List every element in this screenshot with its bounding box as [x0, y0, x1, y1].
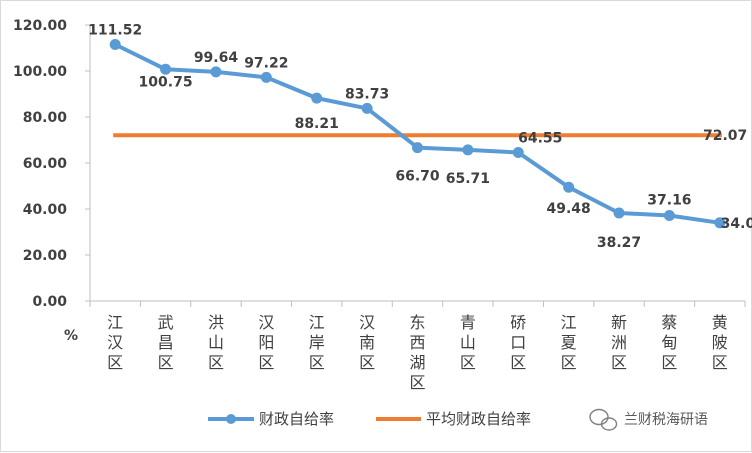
series-point: [512, 147, 524, 159]
series-point: [109, 39, 121, 51]
legend-label-main: 财政自给率: [259, 410, 334, 428]
series-data-label: 34.00: [721, 216, 752, 232]
x-category-label: 青山区: [460, 313, 476, 372]
x-category-label: 蔡甸区: [661, 313, 677, 372]
series-data-label: 66.70: [395, 169, 440, 185]
x-axis-categories: 江汉区 武昌区 洪山区 汉阳区 江岸区 汉南区 东西湖区 青山区 硚口区 江夏区 新洲区 蔡甸区 黄陂区: [89, 301, 746, 392]
y-tick-label: 20.00: [23, 248, 68, 264]
x-category-label: 江夏区: [561, 313, 577, 372]
y-tick-label: 60.00: [23, 156, 68, 172]
y-tick-label: 80.00: [23, 110, 68, 126]
watermark: 兰财税海研语: [589, 408, 708, 431]
series-point: [361, 102, 373, 114]
series-point: [311, 92, 323, 104]
series-data-label: 65.71: [446, 171, 490, 187]
y-tick-label: 0.00: [32, 294, 67, 310]
series-point: [462, 144, 474, 156]
x-category-label: 洪山区: [208, 313, 224, 372]
series-data-label: 83.73: [345, 86, 389, 102]
series-data-label: 111.52: [88, 23, 142, 39]
series-point: [613, 207, 625, 219]
y-tick-label: 120.00: [13, 18, 67, 34]
x-category-label: 武昌区: [158, 313, 174, 372]
series-data-label: 100.75: [139, 74, 193, 90]
x-category-label: 汉南区: [359, 313, 375, 372]
series-point: [563, 181, 575, 193]
series-data-label: 88.21: [295, 116, 339, 132]
series-point: [714, 217, 726, 229]
series-data-label: 49.48: [547, 201, 591, 217]
y-axis-unit: %: [64, 328, 78, 344]
x-category-label: 江岸区: [309, 313, 325, 372]
x-category-label: 东西湖区: [409, 313, 425, 392]
x-category-label: 新洲区: [611, 313, 627, 372]
legend-marker-main: [226, 414, 236, 424]
series-data-label: 64.55: [518, 131, 562, 147]
y-tick-label: 100.00: [13, 64, 67, 80]
legend: 财政自给率 平均财政自给率: [208, 410, 531, 428]
average-data-label: 72.07: [703, 128, 747, 144]
y-axis-ticks: 0.00 20.00 40.00 60.00 80.00 100.00 120.00: [13, 18, 90, 310]
legend-label-average: 平均财政自给率: [426, 410, 531, 428]
series-point: [160, 63, 172, 75]
average-series: 72.07: [113, 128, 747, 144]
x-category-label: 硚口区: [510, 313, 526, 372]
wechat-icon: [589, 408, 618, 431]
main-series: [109, 39, 726, 229]
series-point: [210, 66, 222, 78]
y-tick-label: 40.00: [23, 202, 68, 218]
series-data-label: 38.27: [597, 235, 641, 251]
series-data-label: 37.16: [647, 193, 691, 209]
series-data-label: 97.22: [244, 55, 288, 71]
x-category-label: 汉阳区: [258, 313, 274, 372]
x-category-label: 黄陂区: [712, 313, 728, 372]
series-point: [260, 71, 272, 83]
series-point: [412, 142, 423, 154]
x-category-label: 江汉区: [107, 313, 123, 372]
series-data-label: 99.64: [194, 50, 239, 66]
series-point: [663, 210, 675, 222]
watermark-text: 兰财税海研语: [624, 412, 708, 428]
axes: [89, 25, 745, 302]
